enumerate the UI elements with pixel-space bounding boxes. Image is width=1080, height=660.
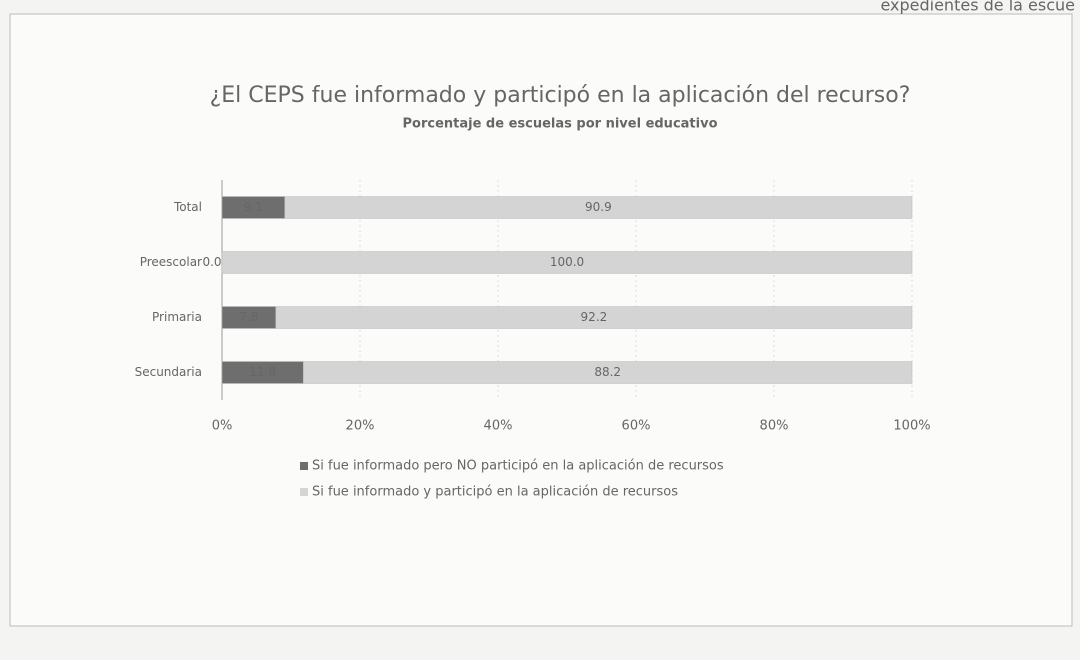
bar-segment — [221, 251, 913, 274]
x-tick-label: 20% — [346, 419, 375, 434]
bar-segment — [275, 306, 913, 329]
y-tick-label: Total — [173, 200, 202, 214]
y-tick-label: Preescolar — [140, 255, 202, 269]
data-label: 92.2 — [581, 310, 608, 324]
header-fragment: expedientes de la escue — [880, 0, 1075, 15]
x-tick-label: 60% — [622, 419, 651, 434]
chart-title: ¿El CEPS fue informado y participó en la… — [210, 83, 911, 108]
y-tick-label: Primaria — [152, 310, 202, 324]
data-label: 90.9 — [585, 200, 612, 214]
data-label: 88.2 — [594, 365, 621, 379]
bar-segment — [284, 196, 913, 219]
bar-segment — [303, 361, 913, 384]
data-label: 11.8 — [249, 365, 276, 379]
x-tick-label: 80% — [760, 419, 789, 434]
legend-label: Si fue informado y participó en la aplic… — [312, 485, 678, 500]
data-label: 7.8 — [239, 310, 258, 324]
data-label: 0.0 — [202, 255, 221, 269]
x-tick-label: 0% — [212, 419, 233, 434]
x-tick-label: 100% — [893, 419, 930, 434]
legend-swatch — [300, 488, 308, 496]
legend-swatch — [300, 462, 308, 470]
data-label: 9.1 — [244, 200, 263, 214]
data-label: 100.0 — [550, 255, 584, 269]
chart-subtitle: Porcentaje de escuelas por nivel educati… — [403, 117, 718, 132]
y-tick-label: Secundaria — [135, 365, 202, 379]
x-tick-label: 40% — [484, 419, 513, 434]
legend-label: Si fue informado pero NO participó en la… — [312, 459, 724, 474]
